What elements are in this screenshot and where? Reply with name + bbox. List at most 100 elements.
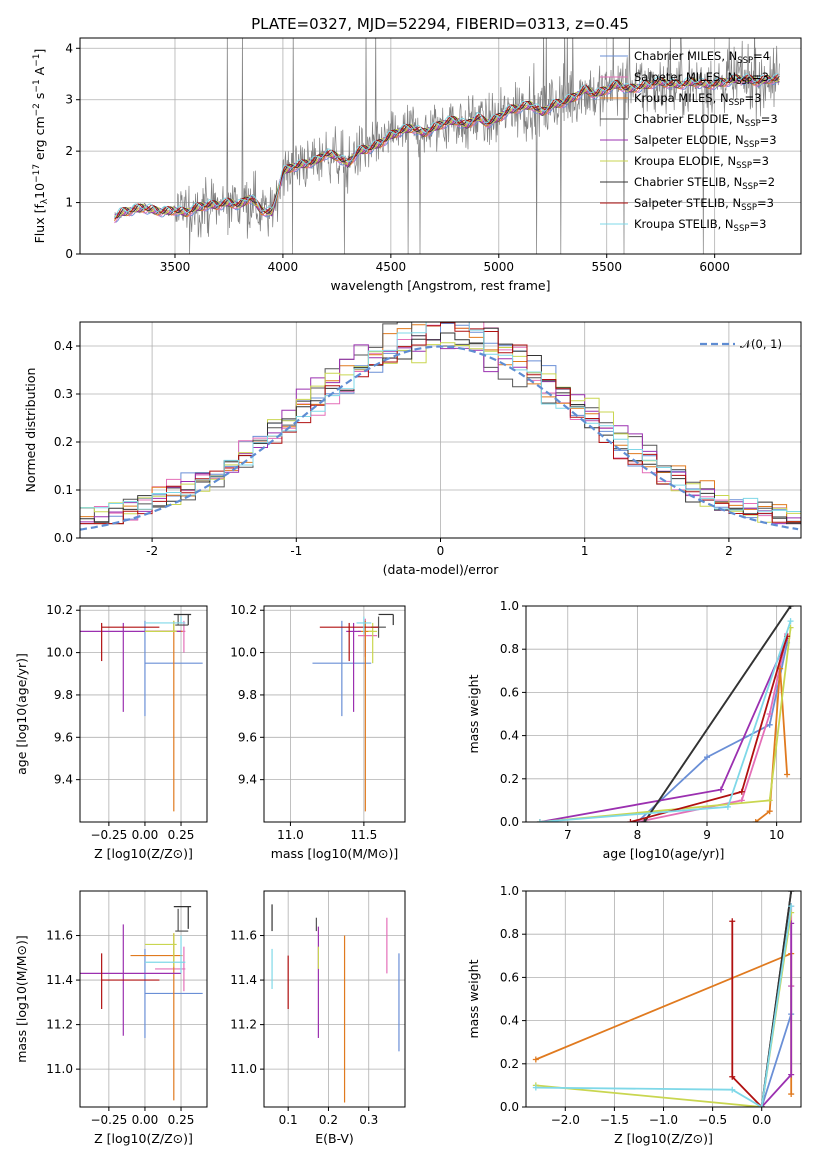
y-tick-label: 2 <box>65 144 73 158</box>
x-tick-label: 0.00 <box>132 1113 159 1127</box>
legend-entry: Kroupa STELIB, NSSP=3 <box>634 217 766 234</box>
x-tick-label: 11.5 <box>351 828 378 842</box>
x-tick-label: 3500 <box>160 260 191 274</box>
weight-line-kroupa-stelib <box>532 903 795 1107</box>
age_vs_Z-y-axis-label: age [log10(age/yr)] <box>14 653 29 775</box>
y-tick-label: 0.4 <box>500 729 519 743</box>
y-tick-label: 9.4 <box>238 773 257 787</box>
x-tick-label: −1.0 <box>649 1113 678 1127</box>
y-tick-label: 0.0 <box>500 815 519 829</box>
y-tick-label: 0.2 <box>500 1057 519 1071</box>
y-tick-label: 0.8 <box>500 927 519 941</box>
weight-point <box>704 754 711 761</box>
y-tick-label: 9.4 <box>54 773 73 787</box>
weight_vs_age-frame <box>525 605 802 823</box>
y-tick-label: 1 <box>65 196 73 210</box>
normal-distribution-curve <box>80 345 799 531</box>
weight-point <box>787 606 794 609</box>
model-line-salpeter-stelib <box>114 73 780 220</box>
y-tick-label: 0.0 <box>54 531 73 545</box>
errorbar-kroupa-elodie <box>144 933 177 967</box>
weight-line-chabrier-stelib <box>641 606 794 822</box>
weight-point <box>724 803 731 810</box>
residuals-panel: -2 -1 0 1 2 0.0 0.1 0.2 0.3 0.4 (data-model)/error… <box>23 321 802 577</box>
histogram-chabrier-miles <box>80 323 801 525</box>
y-tick-label: 0.2 <box>54 435 73 449</box>
y-tick-label: 4 <box>65 41 73 55</box>
residuals-x-axis-label: (data-model)/error <box>383 562 500 577</box>
age_vs_Z-x-axis-label: Z [log10(Z/Z⊙)] <box>94 846 193 861</box>
weight-point <box>766 711 773 717</box>
x-tick-label: −1.5 <box>600 1113 629 1127</box>
x-tick-label: 2 <box>725 544 733 558</box>
x-tick-label: 6000 <box>699 260 730 274</box>
x-tick-label: 5000 <box>484 260 515 274</box>
age_vs_Z-panel: −0.25 0.00 0.25 9.4 9.6 9.8 10.0 10.2 Z [log10(Z… <box>14 603 208 861</box>
model-line-chabrier-stelib <box>114 74 780 219</box>
weight-point <box>536 819 543 822</box>
spectrum-x-axis-label: wavelength [Angstrom, rest frame] <box>330 278 550 293</box>
weight-point <box>766 797 773 804</box>
errorbar-kroupa-stelib <box>144 616 186 624</box>
weight-point <box>729 1073 736 1080</box>
y-tick-label: 0.6 <box>500 685 519 699</box>
y-tick-label: 1.0 <box>500 884 519 898</box>
y-tick-label: 0.2 <box>500 772 519 786</box>
histogram-salpeter-stelib <box>80 322 801 525</box>
x-tick-label: 0.25 <box>168 828 195 842</box>
y-tick-label: 1.0 <box>500 599 519 613</box>
x-tick-label: 8 <box>634 828 642 842</box>
x-tick-label: 9 <box>703 828 711 842</box>
x-tick-label: -1 <box>290 544 302 558</box>
x-tick-label: 1 <box>581 544 589 558</box>
weight_vs_age-x-axis-label: age [log10(age/yr)] <box>603 846 725 861</box>
x-tick-label: 11.0 <box>277 828 304 842</box>
errorbar-chabrier-stelib <box>173 905 192 929</box>
y-tick-label: 0.6 <box>500 970 519 984</box>
y-tick-label: 0 <box>65 247 73 261</box>
weight-point <box>788 903 795 910</box>
x-tick-label: 0.1 <box>279 1113 298 1127</box>
y-tick-label: 11.2 <box>46 1018 73 1032</box>
weight-line-kroupa-miles <box>752 665 791 822</box>
weight-point <box>532 1084 539 1091</box>
errorbar-kroupa-stelib <box>356 616 372 634</box>
residuals-y-axis-label: Normed distribution <box>23 368 38 493</box>
age_vs_Z-frame <box>79 605 208 823</box>
age_vs_mass-panel: 11.0 11.5 9.4 9.6 9.8 10.0 10.2 mass [log10(M/M… <box>230 603 406 861</box>
errorbar-salpeter-stelib <box>101 953 160 1010</box>
weight-line <box>637 633 788 822</box>
weight-point <box>729 918 736 925</box>
y-tick-label: 10.2 <box>230 603 257 617</box>
y-tick-label: 11.0 <box>46 1062 73 1076</box>
errorbar-chabrier-miles <box>312 620 372 717</box>
weight-line <box>535 905 793 1107</box>
errorbar-salpeter-stelib <box>101 622 160 662</box>
weight-point <box>752 819 759 822</box>
weight-point <box>627 819 634 822</box>
mass_vs_Z-panel: −0.25 0.00 0.25 11.0 11.2 11.4 11.6 Z [log10(Z/… <box>14 890 208 1146</box>
errorbar-salpeter-stelib <box>319 622 379 662</box>
x-tick-label: −0.25 <box>90 1113 127 1127</box>
weight-point <box>766 721 773 728</box>
y-tick-label: 11.0 <box>230 1062 257 1076</box>
legend-entry: Salpeter STELIB, NSSP=3 <box>634 196 774 213</box>
figure-title: PLATE=0327, MJD=52294, FIBERID=0313, z=0… <box>251 15 629 33</box>
errorbar-chabrier-elodie <box>175 908 189 932</box>
y-tick-label: 11.2 <box>230 1018 257 1032</box>
legend-entry: Salpeter MILES, NSSP=3 <box>634 70 769 87</box>
x-tick-label: 4500 <box>376 260 407 274</box>
x-tick-label: 10 <box>769 828 784 842</box>
weight-point <box>729 1086 736 1093</box>
x-tick-label: 0.25 <box>168 1113 195 1127</box>
weight-point <box>766 808 773 815</box>
weight-point <box>532 1056 539 1063</box>
y-tick-label: 0.3 <box>54 387 73 401</box>
mass_vs_Z-x-axis-label: Z [log10(Z/Z⊙)] <box>94 1131 193 1146</box>
weight-point <box>717 786 724 793</box>
legend-entry: Chabrier ELODIE, NSSP=3 <box>634 112 778 129</box>
errorbar-kroupa-stelib <box>144 935 186 974</box>
mass_vs_EBV-x-axis-label: E(B-V) <box>315 1131 354 1146</box>
x-tick-label: 0.2 <box>319 1113 338 1127</box>
